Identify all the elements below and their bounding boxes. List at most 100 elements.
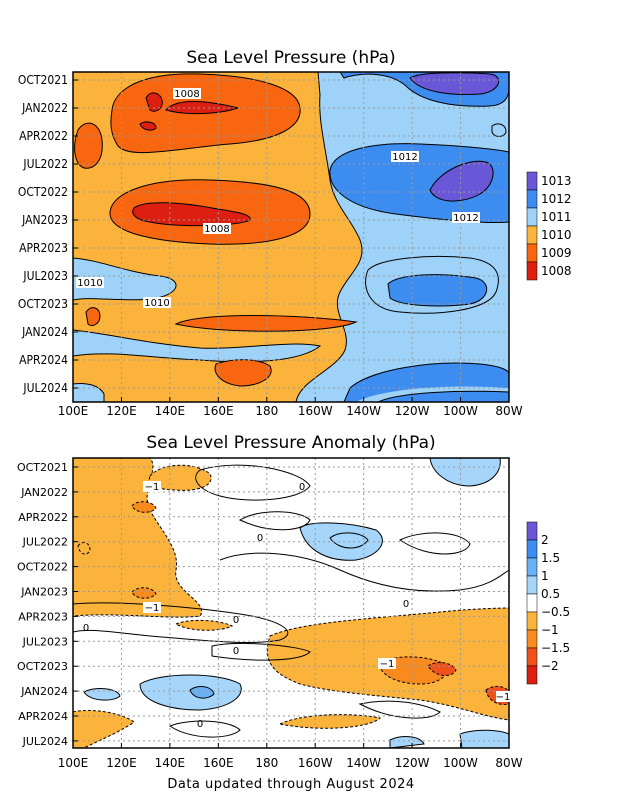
y-tick-label: JUL2023 xyxy=(22,269,68,283)
x-tick-label: 160W xyxy=(298,756,333,770)
x-tick-label: 80W xyxy=(495,404,522,418)
x-tick-label: 80W xyxy=(495,756,522,770)
legend-swatch xyxy=(526,189,538,209)
contour-label: 0 xyxy=(233,646,239,657)
x-tick-label: 100W xyxy=(443,404,478,418)
contour-label: −1 xyxy=(145,603,160,614)
chart1-field xyxy=(73,72,509,402)
x-tick-label: 120W xyxy=(395,404,430,418)
legend-swatch xyxy=(526,171,538,191)
y-tick-label: JUL2022 xyxy=(22,536,68,549)
contour-label: 1010 xyxy=(77,278,102,289)
y-tick-label: OCT2022 xyxy=(18,185,68,199)
contour-label: 0 xyxy=(197,719,203,730)
legend-label: −2 xyxy=(541,659,559,673)
y-tick-label: JUL2024 xyxy=(22,381,68,395)
contour-label: −1 xyxy=(380,659,395,670)
footer-note: Data updated through August 2024 xyxy=(167,777,414,792)
y-tick-label: APR2022 xyxy=(19,129,68,143)
y-tick-label: APR2024 xyxy=(18,710,68,723)
chart1-title: Sea Level Pressure (hPa) xyxy=(186,48,395,68)
x-tick-label: 140E xyxy=(155,756,186,770)
legend-swatch xyxy=(526,575,538,595)
contour-label: 0 xyxy=(233,615,239,626)
y-tick-label: OCT2022 xyxy=(17,561,68,574)
x-tick-label: 180 xyxy=(255,756,278,770)
chart2-legend: 2 1.5 1 0.5 −0.5 −1 −1.5 −2 xyxy=(526,521,570,685)
legend-label: 1 xyxy=(541,569,549,583)
y-tick-label: OCT2023 xyxy=(18,297,68,311)
chart2-y-ticks: OCT2021 JAN2022 APR2022 JUL2022 OCT2022 JAN20… xyxy=(17,461,78,748)
contour-label: −1 xyxy=(496,692,511,703)
legend-label: 0.5 xyxy=(541,587,560,601)
legend-label: 1012 xyxy=(541,192,572,206)
contour-label: 0 xyxy=(403,599,409,610)
y-tick-label: APR2024 xyxy=(19,353,68,367)
y-tick-label: APR2022 xyxy=(18,511,68,524)
y-tick-label: OCT2021 xyxy=(17,461,68,474)
legend-label: 2 xyxy=(541,533,549,547)
x-tick-label: 160E xyxy=(203,404,234,418)
legend-label: 1009 xyxy=(541,246,572,260)
x-tick-label: 140E xyxy=(155,404,186,418)
legend-swatch xyxy=(526,665,538,685)
legend-label: 1010 xyxy=(541,228,572,242)
chart2-field xyxy=(73,458,509,748)
y-tick-label: JAN2024 xyxy=(21,325,68,339)
x-tick-label: 180 xyxy=(255,404,278,418)
x-tick-label: 140W xyxy=(346,756,381,770)
legend-swatch xyxy=(526,225,538,245)
legend-label: −1.5 xyxy=(541,641,570,655)
legend-label: −1 xyxy=(541,623,559,637)
contour-label: 1008 xyxy=(174,89,199,100)
y-tick-label: OCT2023 xyxy=(17,660,68,673)
x-tick-label: 160W xyxy=(298,404,333,418)
contour-label: 1012 xyxy=(392,152,417,163)
x-tick-label: 100W xyxy=(443,756,478,770)
legend-swatch xyxy=(526,261,538,281)
x-tick-label: 100E xyxy=(58,404,89,418)
contour-label: 0 xyxy=(83,623,89,634)
legend-swatch xyxy=(526,629,538,649)
legend-swatch xyxy=(526,593,538,613)
y-tick-label: APR2023 xyxy=(19,241,68,255)
chart1-x-ticks: 100E 120E 140E 160E 180 160W 140W 120W 100W 80W xyxy=(58,397,523,418)
legend-swatch xyxy=(526,611,538,631)
legend-swatch xyxy=(526,207,538,227)
legend-swatch xyxy=(526,539,538,559)
chart1-frame xyxy=(72,71,510,403)
x-tick-label: 120E xyxy=(106,404,137,418)
legend-label: 1013 xyxy=(541,174,572,188)
legend-swatch xyxy=(526,557,538,577)
y-tick-label: JAN2022 xyxy=(20,486,68,499)
contour-label: 1010 xyxy=(144,298,169,309)
y-tick-label: APR2023 xyxy=(18,610,68,623)
legend-label: −0.5 xyxy=(541,605,570,619)
x-tick-label: 160E xyxy=(203,756,234,770)
legend-swatch xyxy=(526,521,538,541)
x-tick-label: 140W xyxy=(346,404,381,418)
chart1-grid xyxy=(73,72,509,402)
contour-label: 1008 xyxy=(204,224,229,235)
legend-label: 1011 xyxy=(541,210,572,224)
y-tick-label: OCT2021 xyxy=(18,73,68,87)
contour-label: −1 xyxy=(145,482,160,493)
legend-swatch xyxy=(526,243,538,263)
legend-label: 1.5 xyxy=(541,551,560,565)
x-tick-label: 100E xyxy=(58,756,89,770)
chart2-x-ticks: 100E 120E 140E 160E 180 160W 140W 120W 100W 80W xyxy=(58,743,523,770)
chart1-legend: 1013 1012 1011 1010 1009 1008 xyxy=(526,171,572,281)
contour-label: 0 xyxy=(257,533,263,544)
chart1-contour-labels: 1008 1008 1012 1012 1010 1010 xyxy=(76,88,480,309)
chart2-title: Sea Level Pressure Anomaly (hPa) xyxy=(146,433,435,453)
chart1-y-ticks: OCT2021 JAN2022 APR2022 JUL2022 OCT2022 JAN20… xyxy=(18,73,78,395)
legend-label: 1008 xyxy=(541,264,572,278)
chart2-grid xyxy=(73,458,509,748)
y-tick-label: JAN2023 xyxy=(20,586,68,599)
y-tick-label: JUL2024 xyxy=(22,735,68,748)
y-tick-label: JUL2022 xyxy=(22,157,68,171)
y-tick-label: JAN2023 xyxy=(21,213,68,227)
chart2-contour-labels: −1 −1 −1 −1 0 0 0 0 0 0 0 xyxy=(83,481,511,730)
x-tick-label: 120E xyxy=(106,756,137,770)
